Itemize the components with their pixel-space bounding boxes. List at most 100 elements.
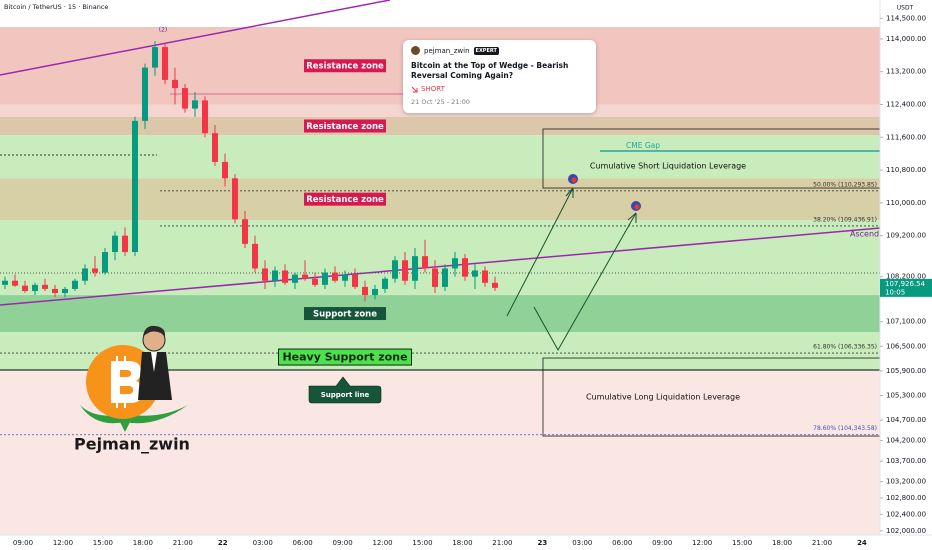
candle-body (312, 278, 318, 285)
candle-body (372, 288, 378, 296)
y-tick-label: 110,000.00 (886, 199, 926, 207)
x-tick-label: 03:00 (253, 539, 273, 547)
badge: EXPERT (473, 46, 499, 55)
candle-body (472, 270, 478, 277)
candle-body (52, 288, 58, 294)
candle-body (442, 268, 448, 287)
candle-body (262, 268, 268, 281)
candle-body (172, 79, 178, 89)
y-tick-label: 105,900.00 (886, 367, 926, 375)
x-tick-label: 12:00 (53, 539, 73, 547)
candle-body (82, 268, 88, 281)
zone-label: Resistance zone (306, 195, 384, 205)
candle-body (322, 272, 328, 285)
candle-body (212, 133, 218, 162)
candle-body (342, 274, 348, 281)
last-price-box (880, 278, 932, 297)
logo-arrow (118, 418, 132, 432)
header-bg (0, 0, 150, 13)
wedge-lower (0, 227, 881, 306)
y-tick-label: 106,500.00 (886, 342, 926, 350)
avatar (411, 46, 420, 55)
y-tick-label: 111,600.00 (886, 133, 926, 141)
avatar-shirt (151, 352, 157, 372)
x-tick-label: 15:00 (412, 539, 432, 547)
candle-body (292, 274, 298, 283)
candle-body (72, 280, 78, 289)
zone-label-bg (304, 307, 386, 321)
candle-body (272, 270, 278, 281)
candle-body (242, 219, 248, 244)
y-tick-label: 114,500.00 (886, 14, 926, 22)
zone-band (0, 116, 880, 136)
x-tick-label: 12:00 (692, 539, 712, 547)
candle-body (102, 252, 108, 273)
x-tick-label: 21:00 (173, 539, 193, 547)
x-tick-label: 15:00 (93, 539, 113, 547)
candle-body (112, 235, 118, 253)
x-tick-label: 09:00 (13, 539, 33, 547)
author: pejman_zwin (424, 46, 470, 55)
brand-name: Pejman_zwin (74, 435, 190, 454)
currency-label: USDT (897, 5, 914, 12)
idea-date: 21 Oct '25 - 21:00 (411, 98, 470, 106)
candle-body (422, 256, 428, 269)
x-tick-label: 09:00 (652, 539, 672, 547)
zone-label-bg (304, 192, 386, 206)
zone-band (0, 220, 880, 296)
last-price-label: 107,926.54 (885, 280, 926, 288)
candle-body (432, 268, 438, 287)
countdown-label: 10:05 (885, 288, 905, 296)
logo-swoosh (80, 405, 188, 424)
y-tick-label: 112,400.00 (886, 100, 926, 108)
x-tick-label: 23 (537, 539, 547, 547)
y-tick-label: 102,400.00 (886, 510, 926, 518)
candle-body (222, 161, 228, 179)
candle-body (252, 243, 258, 269)
candle-body (142, 67, 148, 121)
avatar-suit (138, 352, 172, 400)
candle-body (412, 256, 418, 281)
candle-body (202, 100, 208, 134)
candle-body (482, 270, 488, 283)
zone-label-bg (304, 59, 386, 73)
chart-title: Bitcoin / TetherUS · 15 · Binance (4, 3, 108, 11)
fib-label: 78.60% (104,343.58) (813, 425, 877, 432)
x-tick-label: 18:00 (452, 539, 472, 547)
callout-text: Support line (321, 391, 370, 399)
x-tick-label: 03:00 (572, 539, 592, 547)
box-label: Cumulative Short Liquidation Leverage (590, 161, 746, 170)
y-tick-label: 114,000.00 (886, 35, 926, 43)
avatar-hair (143, 325, 166, 337)
candle-body (232, 178, 238, 220)
candle-body (12, 280, 18, 286)
x-tick-label: 18:00 (772, 539, 792, 547)
candle-body (392, 260, 398, 279)
idea-card[interactable]: pejman_zwin EXPERT Bitcoin at the Top of … (403, 40, 596, 113)
candle-body (42, 284, 48, 289)
y-tick-label: 102,800.00 (886, 494, 926, 502)
zone-label-bg (304, 119, 386, 133)
candle-body (362, 286, 368, 296)
cme-gap-label: CME Gap (626, 141, 660, 150)
candle-body (152, 47, 158, 68)
y-tick-label: 113,200.00 (886, 68, 926, 76)
candle-body (382, 278, 388, 289)
zone-label-bg (278, 348, 412, 366)
price-axis-panel (880, 0, 932, 550)
candle-body (2, 280, 8, 285)
candle-body (462, 258, 468, 277)
candle-body (282, 270, 288, 283)
y-tick-label: 104,200.00 (886, 437, 926, 445)
y-tick-label: 105,300.00 (886, 392, 926, 400)
candle-body (32, 284, 38, 291)
target-marker-dot (571, 177, 577, 183)
zone-band (0, 135, 880, 179)
y-tick-label: 108,200.00 (886, 273, 926, 281)
candle-body (402, 260, 408, 281)
bitcoin-symbol (111, 356, 144, 408)
x-tick-label: 22 (218, 539, 228, 547)
y-tick-label: 109,200.00 (886, 232, 926, 240)
